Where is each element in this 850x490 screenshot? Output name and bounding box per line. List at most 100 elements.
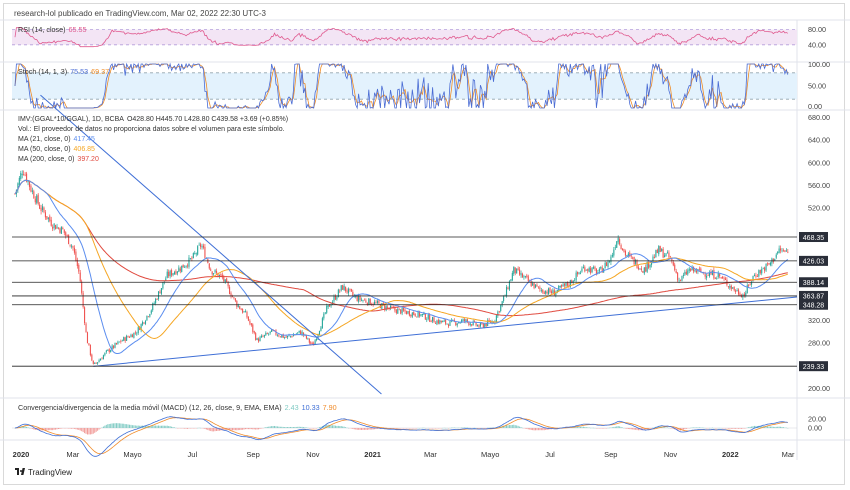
macd-histogram-bar xyxy=(503,425,505,428)
candle-body xyxy=(307,337,309,339)
candle-body xyxy=(582,266,584,269)
candle-body xyxy=(458,322,460,324)
macd-histogram-bar xyxy=(361,428,363,430)
candle-body xyxy=(677,272,679,281)
candle-body xyxy=(445,319,447,324)
macd-histogram-bar xyxy=(542,428,544,431)
candle-body xyxy=(333,296,335,302)
candle-body xyxy=(104,352,106,356)
candle-body xyxy=(173,272,176,275)
macd-histogram-bar xyxy=(374,428,376,430)
candle-body xyxy=(239,306,241,309)
candle-body xyxy=(540,290,542,292)
candle-body xyxy=(305,334,307,339)
candle-body xyxy=(302,332,305,336)
candle-body xyxy=(65,232,67,236)
candle-body xyxy=(137,327,139,334)
candle-body xyxy=(201,246,203,248)
time-axis-label: Mayo xyxy=(123,450,141,459)
candle-body xyxy=(297,332,299,334)
macd-histogram-bar xyxy=(72,428,74,429)
candle-body xyxy=(56,226,58,229)
candle-body xyxy=(89,344,91,356)
macd-histogram-bar xyxy=(539,428,541,431)
candle-body xyxy=(240,309,242,311)
macd-histogram-bar xyxy=(738,428,740,429)
candle-body xyxy=(343,285,345,291)
candle-body xyxy=(179,268,181,271)
macd-histogram-bar xyxy=(588,427,590,428)
candle-body xyxy=(97,362,99,364)
candle-body xyxy=(764,267,766,271)
candle-body xyxy=(735,290,737,292)
macd-histogram-bar xyxy=(146,425,148,428)
macd-histogram-bar xyxy=(543,428,545,431)
candle-body xyxy=(91,354,93,361)
candle-body xyxy=(600,266,602,269)
candle-body xyxy=(749,284,751,285)
candle-body xyxy=(73,247,75,253)
time-axis-label: Nov xyxy=(664,450,678,459)
candle-body xyxy=(110,350,112,353)
macd-histogram-bar xyxy=(533,428,535,431)
macd-histogram-bar xyxy=(584,427,586,428)
candle-body xyxy=(85,323,87,333)
candle-body xyxy=(724,278,727,281)
candle-body xyxy=(223,276,225,282)
macd-histogram-bar xyxy=(120,423,122,428)
candle-body xyxy=(366,302,368,305)
candle-body xyxy=(413,311,415,315)
macd-histogram-bar xyxy=(359,428,361,430)
macd-histogram-bar xyxy=(677,428,679,431)
candle-body xyxy=(358,295,360,302)
candle-body xyxy=(645,267,647,272)
candle-body xyxy=(722,276,724,279)
candle-body xyxy=(75,251,77,261)
macd-histogram-bar xyxy=(55,428,57,430)
macd-histogram-bar xyxy=(130,424,132,428)
macd-histogram-bar xyxy=(630,428,632,430)
candle-body xyxy=(123,337,125,341)
candle-body xyxy=(365,300,367,303)
macd-histogram-bar xyxy=(234,428,236,431)
macd-histogram-bar xyxy=(635,428,637,430)
candle-body xyxy=(620,245,622,249)
candle-body xyxy=(446,323,448,325)
macd-histogram-bar xyxy=(114,423,116,428)
macd-histogram-bar xyxy=(50,428,52,431)
time-axis-label: Mayo xyxy=(481,450,499,459)
macd-histogram-bar xyxy=(617,426,619,428)
candle-body xyxy=(136,333,138,335)
macd-histogram-bar xyxy=(303,427,305,428)
candle-body xyxy=(536,284,538,287)
macd-histogram-bar xyxy=(59,428,61,429)
candle-body xyxy=(498,311,500,312)
candle-body xyxy=(751,281,753,285)
candle-body xyxy=(652,256,654,263)
macd-histogram-bar xyxy=(664,427,666,428)
macd-histogram-bar xyxy=(156,425,158,428)
candle-body xyxy=(785,250,787,252)
candle-body xyxy=(424,313,426,320)
candle-body xyxy=(666,252,669,254)
candle-body xyxy=(635,260,637,264)
candle-body xyxy=(684,271,686,275)
tradingview-logo[interactable]: TradingView xyxy=(15,468,72,477)
candle-body xyxy=(720,277,722,278)
macd-histogram-bar xyxy=(256,428,258,430)
candle-body xyxy=(775,254,777,258)
candle-body xyxy=(706,275,708,278)
candle-body xyxy=(30,185,32,192)
candle-body xyxy=(258,338,260,342)
candle-body xyxy=(643,267,645,274)
candle-body xyxy=(346,290,348,293)
candle-body xyxy=(527,276,529,282)
candle-body xyxy=(41,206,44,211)
candle-body xyxy=(84,307,86,323)
candle-body xyxy=(369,298,371,305)
candle-body xyxy=(421,313,423,315)
macd-histogram-bar xyxy=(98,428,100,430)
macd-histogram-bar xyxy=(216,428,218,431)
candle-body xyxy=(469,323,471,325)
